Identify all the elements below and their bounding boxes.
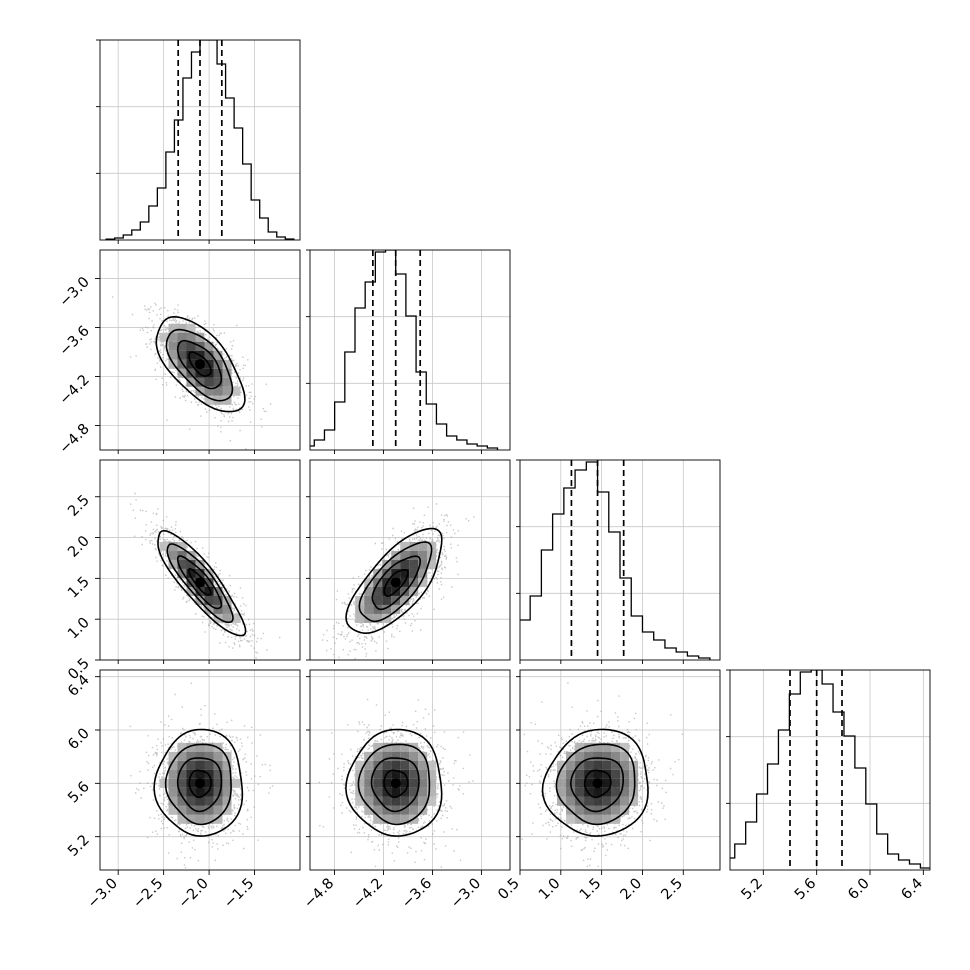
y-tick-label: 6.0	[65, 726, 93, 754]
scatter-panel-0-2	[99, 459, 301, 661]
panel-frame	[309, 669, 511, 871]
y-tick-label: 5.2	[65, 832, 93, 860]
contour-level-3	[357, 743, 431, 826]
panel-frame	[519, 669, 721, 871]
x-tick-label: 1.0	[536, 876, 564, 904]
y-tick-label: −4.2	[57, 372, 93, 408]
density-peak	[195, 778, 205, 789]
density-peak	[195, 577, 205, 588]
histogram-panel-3	[726, 669, 931, 871]
x-tick-label: 2.5	[658, 876, 686, 904]
contour-level-2	[569, 757, 624, 813]
histogram-step	[730, 670, 930, 869]
contour-level-2	[177, 555, 223, 610]
scatter-panel-2-3	[519, 669, 721, 871]
contour-level-3	[165, 328, 234, 402]
y-tick-label: 2.5	[65, 492, 93, 520]
panel-frame	[99, 669, 301, 871]
x-tick-label: −2.0	[176, 876, 212, 912]
scatter-panel-1-3	[309, 669, 511, 871]
panel-frame	[99, 459, 301, 661]
scatter-panel-0-3	[99, 669, 301, 871]
histogram-panel-1	[306, 249, 511, 451]
y-tick-label: −4.8	[57, 421, 93, 457]
panel-frame	[519, 459, 721, 661]
density-peak	[592, 778, 603, 789]
contour-level-2	[176, 339, 223, 390]
contour-level-2	[176, 757, 223, 813]
histogram-panel-2	[516, 459, 721, 661]
x-tick-label: −1.5	[221, 876, 257, 912]
density-peak	[195, 359, 205, 370]
scatter-panel-1-2	[309, 459, 511, 661]
histogram-panel-0	[96, 39, 301, 241]
panel-frame	[309, 249, 511, 451]
x-tick-label: 6.4	[899, 876, 927, 904]
contour-level-3	[166, 543, 234, 624]
contour-level-1	[188, 769, 212, 799]
y-tick-label: 1.5	[65, 574, 93, 602]
panel-frame	[99, 39, 301, 241]
scatter-panel-0-1	[99, 249, 301, 451]
x-tick-label: −4.8	[301, 876, 337, 912]
contour-level-3	[164, 743, 232, 826]
x-tick-label: 1.5	[577, 876, 605, 904]
y-tick-label: 2.0	[65, 533, 93, 561]
x-tick-label: 6.0	[845, 876, 873, 904]
x-tick-label: 5.6	[792, 876, 820, 904]
x-tick-label: 2.0	[618, 876, 646, 904]
x-tick-label: −3.6	[399, 876, 435, 912]
contour-level-4	[155, 315, 246, 413]
x-tick-label: 0.5	[495, 876, 523, 904]
x-tick-label: −3.0	[448, 876, 484, 912]
density-peak	[390, 778, 401, 789]
density-peak	[390, 577, 401, 588]
contour-level-3	[358, 541, 433, 623]
histogram-step	[520, 461, 711, 660]
x-tick-label: 5.2	[739, 876, 767, 904]
contour-level-2	[370, 757, 420, 813]
scatter-points	[129, 682, 274, 869]
contour-level-4	[157, 529, 247, 637]
y-tick-label: 1.0	[65, 615, 93, 643]
contour-level-3	[555, 743, 636, 826]
panel-frame	[99, 249, 301, 451]
y-tick-label: −3.0	[57, 274, 93, 310]
contour-level-1	[188, 351, 212, 377]
contour-level-4	[153, 728, 244, 837]
contour-level-4	[345, 527, 443, 635]
contour-level-4	[541, 728, 649, 837]
x-tick-label: −3.0	[85, 876, 121, 912]
y-tick-label: 5.6	[65, 779, 93, 807]
x-tick-label: −2.5	[130, 876, 166, 912]
contour-level-1	[383, 769, 409, 799]
x-tick-label: −4.2	[350, 876, 386, 912]
contour-level-1	[583, 769, 612, 799]
contour-level-2	[371, 555, 422, 611]
contour-level-4	[345, 728, 443, 837]
panel-frame	[309, 459, 511, 661]
panel-frame	[729, 669, 931, 871]
contour-level-1	[383, 569, 409, 598]
y-tick-label: −3.6	[57, 323, 93, 359]
